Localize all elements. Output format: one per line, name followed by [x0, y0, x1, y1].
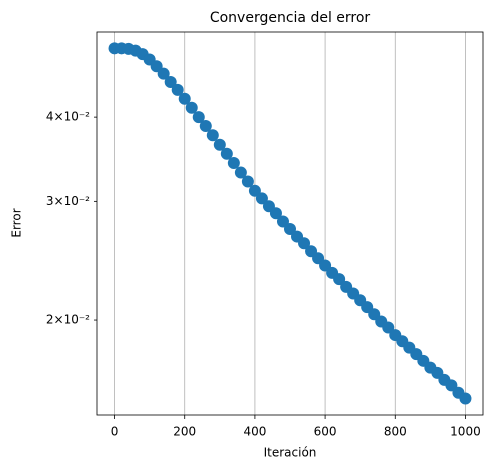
point	[227, 156, 240, 169]
point	[333, 273, 346, 286]
x-tick-label: 800	[384, 425, 407, 439]
x-tick-label: 1000	[450, 425, 481, 439]
x-tick-label: 0	[111, 425, 119, 439]
point	[284, 222, 296, 235]
point	[459, 392, 472, 405]
plot-frame	[96, 31, 484, 416]
point	[185, 101, 198, 114]
x-tick-label: 400	[243, 425, 266, 439]
point	[248, 184, 261, 197]
x-tick-label: 600	[314, 425, 337, 439]
point	[382, 321, 395, 334]
y-tick-label: 4×10⁻²	[46, 110, 90, 124]
point	[192, 111, 205, 124]
y-tick-label: 3×10⁻²	[46, 194, 90, 208]
point	[171, 83, 184, 96]
point	[255, 192, 268, 205]
x-tick-label: 200	[173, 425, 196, 439]
point	[298, 237, 311, 250]
point	[206, 129, 219, 142]
point	[199, 120, 212, 133]
point	[213, 138, 226, 151]
y-axis-label: Error	[10, 208, 24, 237]
point	[234, 166, 247, 179]
point	[269, 207, 282, 220]
point	[150, 60, 163, 73]
x-axis-label: Iteración	[264, 446, 317, 460]
point	[178, 92, 191, 105]
point	[164, 76, 177, 89]
y-tick-label: 2×10⁻²	[46, 313, 90, 327]
point	[220, 147, 233, 160]
point	[241, 175, 254, 188]
point	[157, 67, 170, 80]
chart-title: Convergencia del error	[210, 10, 371, 26]
